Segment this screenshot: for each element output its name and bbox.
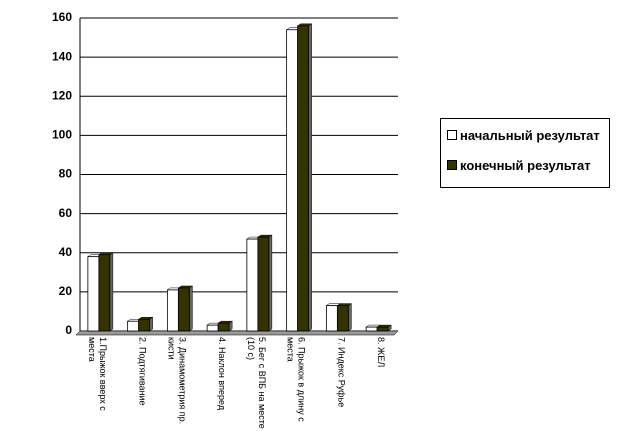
floor bbox=[75, 330, 399, 336]
legend-label: начальный результат bbox=[460, 128, 600, 143]
bar-side bbox=[189, 285, 193, 332]
y-tick-label: 80 bbox=[59, 167, 73, 181]
x-tick-label: 5. Бег с ВПБ на месте (10 с) bbox=[245, 337, 267, 429]
legend-item: конечный результат bbox=[447, 158, 591, 173]
legend-item: начальный результат bbox=[447, 128, 600, 143]
bar bbox=[297, 25, 310, 332]
x-tick-label: 1.Прыжок вверх с места bbox=[86, 337, 108, 411]
x-tick-label: 8. ЖЕЛ bbox=[376, 337, 387, 368]
y-tick-label: 160 bbox=[52, 10, 72, 24]
legend: начальный результат конечный результат bbox=[440, 118, 610, 188]
x-tick-label: 6. Прыжок в длину с места bbox=[285, 337, 307, 422]
bar bbox=[138, 318, 151, 332]
bar bbox=[325, 305, 338, 332]
bar bbox=[98, 254, 111, 332]
bar-side bbox=[268, 234, 273, 332]
y-tick-label: 40 bbox=[59, 245, 73, 259]
y-tick-label: 140 bbox=[52, 49, 72, 63]
bar bbox=[127, 320, 140, 332]
bar bbox=[286, 29, 299, 332]
y-tick-label: 20 bbox=[59, 284, 73, 298]
bar bbox=[87, 256, 100, 332]
y-tick-label: 120 bbox=[52, 88, 72, 102]
legend-swatch bbox=[447, 130, 457, 140]
bar bbox=[177, 287, 190, 332]
bar bbox=[257, 236, 270, 332]
bar bbox=[246, 238, 259, 332]
x-tick-label: 4. Наклон вперед bbox=[217, 337, 228, 411]
bar bbox=[336, 305, 349, 332]
x-tick-label: 2. Подтягивание bbox=[137, 337, 148, 406]
bar-side bbox=[348, 303, 352, 332]
bar bbox=[217, 322, 230, 332]
bar bbox=[376, 326, 389, 332]
legend-label: конечный результат bbox=[460, 158, 591, 173]
bar bbox=[206, 324, 219, 332]
legend-swatch bbox=[447, 160, 457, 170]
bar-side bbox=[149, 316, 153, 332]
x-tick-label: 3. Динамометрия пр. кисти bbox=[166, 337, 188, 425]
y-tick-label: 0 bbox=[65, 323, 72, 337]
bar bbox=[166, 289, 179, 332]
x-tick-label: 7. Индекс Руфье bbox=[336, 337, 347, 408]
bar-side bbox=[109, 252, 114, 332]
bar-side bbox=[308, 23, 312, 332]
y-tick-label: 60 bbox=[59, 206, 73, 220]
y-tick-label: 100 bbox=[52, 128, 72, 142]
bar bbox=[365, 326, 378, 332]
